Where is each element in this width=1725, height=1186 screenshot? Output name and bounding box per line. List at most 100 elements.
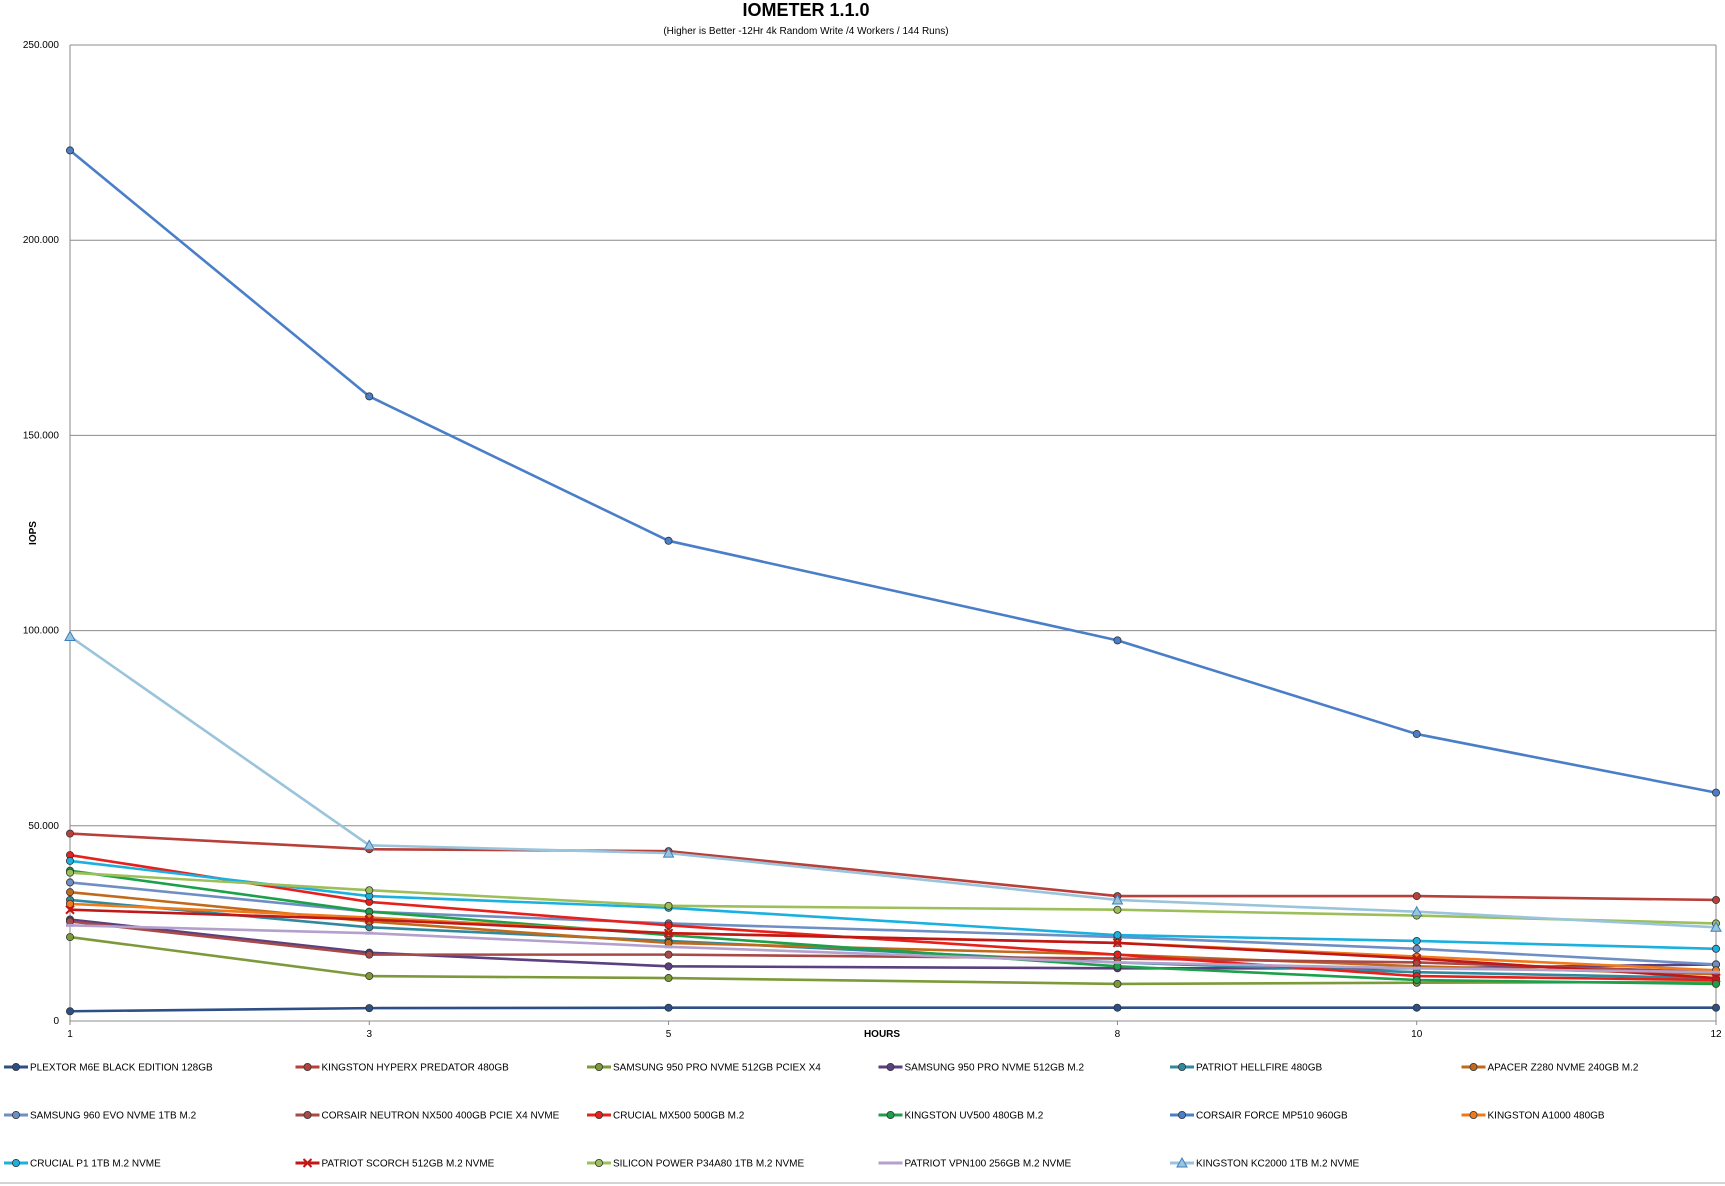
data-point: [1113, 636, 1122, 645]
series-line-path: [69, 869, 1717, 986]
series-line-path: [69, 908, 1717, 980]
legend-label: CORSAIR NEUTRON NX500 400GB PCIE X4 NVME: [322, 1111, 560, 1122]
data-point: [1412, 944, 1421, 953]
data-point: [364, 914, 374, 925]
legend-label: SAMSUNG 950 PRO NVME 512GB PCIEX X4: [613, 1063, 821, 1074]
data-point: [664, 921, 673, 930]
legend-marker: [11, 1111, 20, 1120]
legend-entry: KINGSTON HYPERX PREDATOR 480GB: [295, 1063, 510, 1074]
x-tick-label: 1: [67, 1029, 73, 1040]
data-point: [1412, 730, 1421, 739]
series-line-path: [69, 924, 1717, 974]
data-point: [365, 1004, 374, 1013]
x-tick-label: 10: [1411, 1029, 1423, 1040]
legend: PLEXTOR M6E BLACK EDITION 128GB KINGSTON …: [4, 1063, 1639, 1170]
legend-entry: APACER Z280 NVME 240GB M.2: [1461, 1063, 1639, 1074]
legend-entry: KINGSTON KC2000 1TB M.2 NVME: [1170, 1156, 1360, 1170]
data-point: [365, 392, 374, 401]
data-point: [66, 1007, 75, 1016]
legend-label: KINGSTON KC2000 1TB M.2 NVME: [1196, 1159, 1360, 1170]
data-point: [1412, 953, 1422, 964]
data-point: [1710, 921, 1722, 932]
legend-marker: [595, 1063, 604, 1072]
data-point: [66, 933, 75, 942]
legend-label: SILICON POWER P34A80 1TB M.2 NVME: [613, 1159, 804, 1170]
series-line-path: [69, 1006, 1716, 1013]
data-point: [365, 886, 374, 895]
legend-entry: CORSAIR FORCE MP510 960GB: [1170, 1111, 1348, 1122]
series-line: [64, 630, 1722, 932]
series-line-path: [69, 149, 1717, 794]
data-point: [1711, 973, 1721, 983]
data-point: [664, 974, 673, 983]
series-line-path: [69, 853, 1717, 982]
legend-entry: PATRIOT SCORCH 512GB M.2 NVME: [295, 1158, 495, 1170]
data-point: [66, 856, 75, 865]
data-point: [64, 630, 76, 641]
legend-label: PATRIOT SCORCH 512GB M.2 NVME: [322, 1159, 495, 1170]
legend-marker: [1469, 1063, 1478, 1072]
legend-marker: [1178, 1111, 1187, 1120]
y-axis-ticks: 0 50.000 100.000 150.000 200.000 250.000: [23, 40, 60, 1027]
data-point: [663, 928, 674, 938]
data-point: [1112, 938, 1123, 948]
data-point: [664, 950, 673, 959]
legend-label: CRUCIAL MX500 500GB M.2: [613, 1111, 745, 1122]
data-point: [1410, 905, 1423, 917]
data-point: [1412, 1003, 1421, 1012]
series-line: [66, 1003, 1721, 1016]
legend-marker: [302, 1158, 313, 1168]
x-tick-label: 5: [666, 1029, 672, 1040]
data-point: [65, 905, 75, 915]
legend-entry: PLEXTOR M6E BLACK EDITION 128GB: [4, 1063, 213, 1074]
legend-label: PATRIOT HELLFIRE 480GB: [1196, 1063, 1322, 1074]
data-point: [66, 899, 75, 908]
legend-marker: [1469, 1111, 1478, 1120]
data-point: [365, 972, 374, 981]
series-line-path: [69, 871, 1717, 925]
y-axis-title: IOPS: [28, 521, 39, 545]
chart-title: IOMETER 1.1.0: [742, 0, 869, 20]
data-point: [664, 962, 673, 971]
data-point: [66, 829, 75, 838]
data-point: [1712, 895, 1721, 904]
chart-subtitle: (Higher is Better -12Hr 4k Random Write …: [663, 26, 948, 37]
legend-label: CRUCIAL P1 1TB M.2 NVME: [30, 1159, 161, 1170]
data-point: [1412, 892, 1421, 901]
data-point: [664, 1003, 673, 1012]
legend-label: PATRIOT VPN100 256GB M.2 NVME: [905, 1159, 1072, 1170]
data-point: [66, 888, 75, 897]
data-point: [66, 878, 75, 887]
legend-marker: [886, 1111, 895, 1120]
data-point: [1712, 788, 1721, 797]
legend-label: KINGSTON UV500 480GB M.2: [905, 1111, 1044, 1122]
data-point: [1412, 976, 1421, 985]
data-point: [1113, 950, 1122, 959]
data-point: [1712, 944, 1721, 953]
y-tick-label: 50.000: [28, 821, 59, 832]
series-line-path: [69, 881, 1717, 966]
legend-entry: KINGSTON A1000 480GB: [1461, 1111, 1605, 1122]
series-line-path: [69, 832, 1717, 902]
data-point: [1113, 1003, 1122, 1012]
data-point: [1111, 893, 1124, 905]
y-tick-label: 200.000: [23, 235, 60, 246]
data-point: [365, 950, 374, 959]
data-point: [1113, 931, 1122, 940]
legend-marker: [11, 1063, 20, 1072]
series-line-path: [69, 935, 1717, 986]
legend-entry: PATRIOT VPN100 256GB M.2 NVME: [878, 1159, 1072, 1170]
y-tick-label: 100.000: [23, 626, 60, 637]
legend-entry: PATRIOT HELLFIRE 480GB: [1170, 1063, 1322, 1074]
legend-marker: [303, 1111, 312, 1120]
data-point: [66, 146, 75, 155]
x-tick-label: 8: [1115, 1029, 1121, 1040]
y-tick-label: 150.000: [23, 430, 60, 441]
legend-marker: [595, 1159, 604, 1168]
gridlines: [70, 44, 1716, 1022]
legend-label: KINGSTON HYPERX PREDATOR 480GB: [322, 1063, 510, 1074]
series-line-path: [69, 859, 1717, 951]
data-point: [1113, 905, 1122, 914]
legend-label: CORSAIR FORCE MP510 960GB: [1196, 1111, 1348, 1122]
legend-marker: [886, 1063, 895, 1072]
